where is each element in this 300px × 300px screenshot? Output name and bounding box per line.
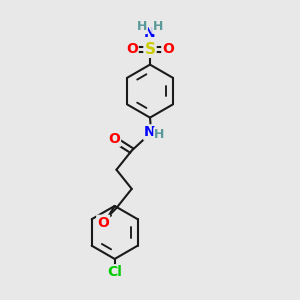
- Text: H: H: [153, 20, 164, 33]
- Text: S: S: [145, 42, 155, 57]
- Text: O: O: [162, 42, 174, 56]
- Text: Cl: Cl: [107, 265, 122, 279]
- Text: N: N: [144, 125, 156, 139]
- Text: H: H: [136, 20, 147, 33]
- Text: H: H: [154, 128, 165, 141]
- Text: O: O: [108, 132, 120, 146]
- Text: N: N: [144, 26, 156, 40]
- Text: O: O: [97, 216, 109, 230]
- Text: O: O: [126, 42, 138, 56]
